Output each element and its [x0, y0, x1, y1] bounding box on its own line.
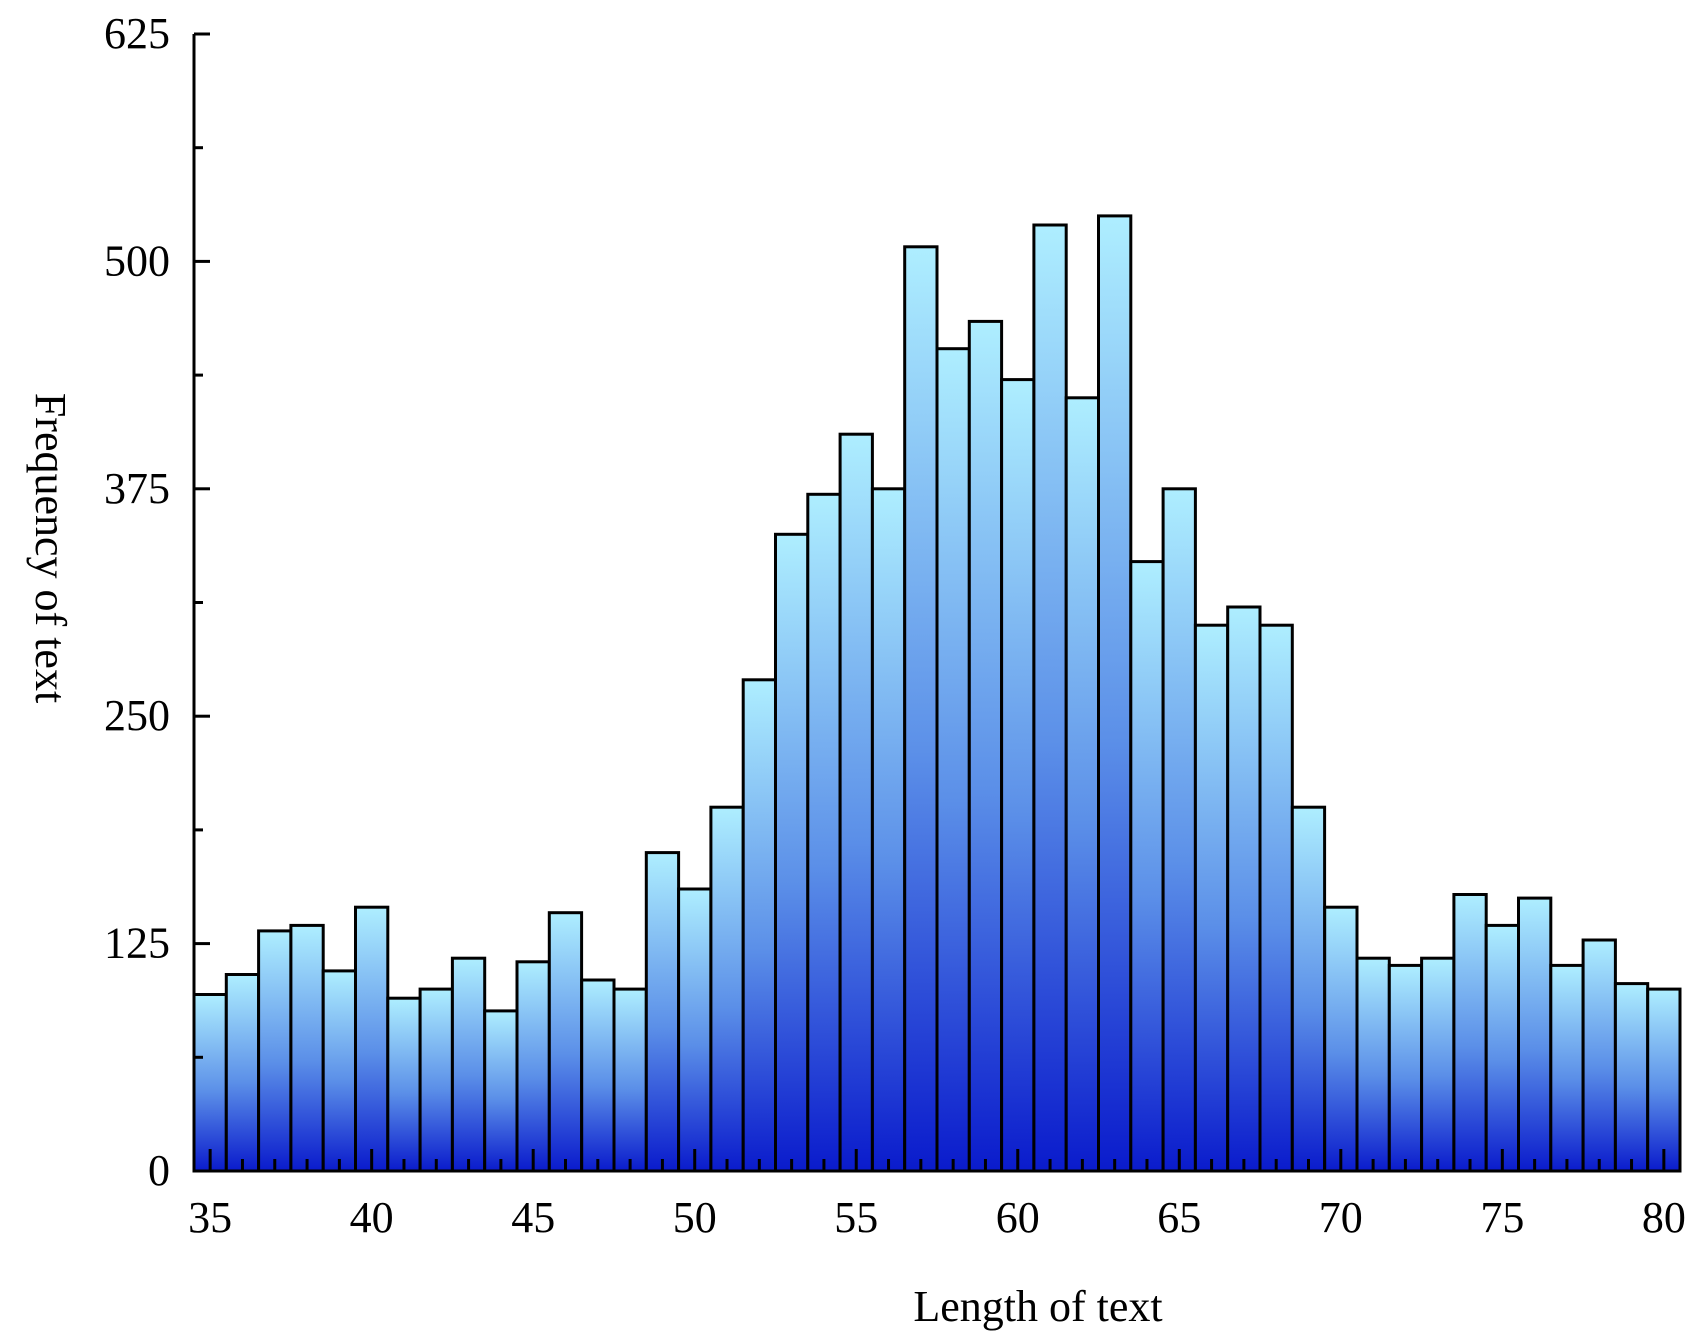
bar-77 — [1549, 963, 1585, 1173]
bar-61 — [1032, 223, 1068, 1173]
bar-70 — [1323, 905, 1359, 1173]
bar-80 — [1646, 987, 1682, 1173]
y-tick-label: 500 — [104, 236, 170, 285]
bar-44 — [483, 1009, 519, 1173]
bar-52 — [741, 678, 778, 1173]
x-axis-title: Length of text — [913, 1282, 1162, 1331]
x-tick-label: 65 — [1157, 1193, 1201, 1242]
bar-66 — [1193, 623, 1230, 1173]
bar-63 — [1097, 214, 1133, 1173]
bar-45 — [515, 960, 551, 1173]
bar-58 — [935, 347, 971, 1173]
bar-56 — [870, 487, 907, 1173]
bar-37 — [257, 929, 293, 1173]
bar-40 — [354, 905, 390, 1173]
bar-51 — [709, 805, 745, 1173]
bar-79 — [1613, 982, 1650, 1173]
bar-65 — [1161, 487, 1197, 1173]
bar-59 — [967, 319, 1004, 1173]
bar-75 — [1484, 923, 1520, 1173]
bar-68 — [1258, 623, 1294, 1173]
y-axis-title: Frequency of text — [26, 393, 75, 703]
bar-49 — [644, 851, 681, 1173]
bar-76 — [1517, 896, 1553, 1173]
bar-54 — [806, 492, 842, 1173]
bar-72 — [1387, 963, 1424, 1173]
bar-74 — [1452, 893, 1488, 1173]
bar-39 — [321, 969, 358, 1173]
bar-46 — [547, 911, 584, 1173]
x-tick-label: 75 — [1480, 1193, 1524, 1242]
bar-42 — [418, 987, 454, 1173]
bars — [192, 214, 1682, 1173]
bar-67 — [1226, 605, 1262, 1173]
bar-36 — [224, 973, 261, 1173]
bar-35 — [192, 993, 228, 1173]
bar-57 — [903, 245, 939, 1173]
bar-50 — [677, 887, 713, 1173]
y-tick-label: 625 — [104, 9, 170, 58]
x-tick-label: 45 — [511, 1193, 555, 1242]
x-tick-label: 70 — [1319, 1193, 1363, 1242]
x-tick-label: 40 — [350, 1193, 394, 1242]
bar-78 — [1581, 938, 1617, 1173]
y-tick-label: 125 — [104, 919, 170, 968]
x-tick-label: 55 — [834, 1193, 878, 1242]
x-tick-label: 35 — [188, 1193, 232, 1242]
x-tick-label: 50 — [673, 1193, 717, 1242]
bar-62 — [1064, 396, 1100, 1173]
bar-64 — [1129, 560, 1165, 1173]
y-tick-label: 0 — [148, 1146, 170, 1195]
axes — [192, 32, 1680, 1173]
bar-53 — [774, 532, 810, 1173]
bar-38 — [289, 923, 325, 1173]
bar-48 — [612, 987, 648, 1173]
bar-60 — [1000, 378, 1036, 1173]
bar-47 — [580, 978, 616, 1173]
x-tick-label: 80 — [1642, 1193, 1686, 1242]
bar-69 — [1290, 805, 1327, 1173]
tick-labels: 0 125 250 375 500 625 35 40 45 50 55 60 65 70 75 80 — [104, 9, 1686, 1242]
x-tick-label: 60 — [996, 1193, 1040, 1242]
y-tick-label: 375 — [104, 464, 170, 513]
bar-71 — [1355, 956, 1391, 1173]
y-tick-label: 250 — [104, 691, 170, 740]
bar-73 — [1420, 956, 1456, 1173]
bar-43 — [450, 956, 487, 1173]
bar-41 — [386, 996, 422, 1173]
bar-55 — [838, 432, 874, 1173]
